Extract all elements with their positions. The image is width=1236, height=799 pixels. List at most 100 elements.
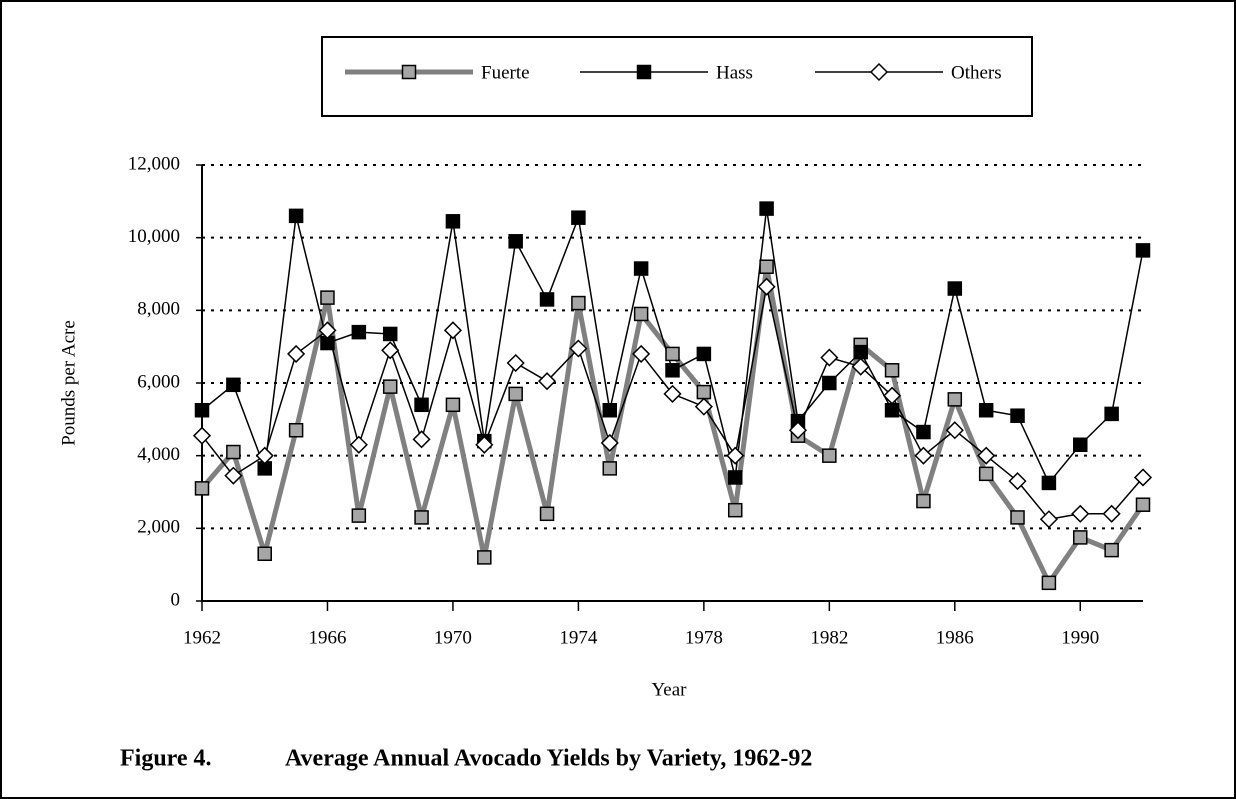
marker [663,384,682,403]
marker [351,324,367,340]
marker [694,397,713,416]
marker [224,466,243,485]
marker [1041,475,1057,491]
marker [633,306,649,322]
marker [632,344,651,363]
marker [726,446,745,465]
marker [194,481,210,496]
marker [288,422,304,438]
marker [320,290,335,305]
marker [914,446,933,465]
marker [226,444,241,460]
marker [255,446,274,465]
x-axis-label: Year [651,679,687,700]
marker [1135,497,1151,512]
marker [600,433,619,453]
x-tick-label: 1970 [434,627,472,648]
marker [382,379,398,394]
marker [349,435,368,454]
marker [1102,504,1121,523]
marker [539,506,555,522]
marker [822,448,837,463]
marker [1010,408,1025,423]
marker [916,424,931,440]
marker [977,446,996,465]
marker [445,214,461,229]
legend-box [321,36,1033,117]
marker [414,397,429,413]
figure-label: Figure 4. [120,746,212,772]
marker [1133,468,1153,487]
legend-marker [401,64,417,80]
marker [539,292,555,307]
marker [696,384,712,400]
marker [727,502,743,518]
marker [477,550,492,565]
marker [945,421,964,440]
x-tick-label: 1966 [308,627,346,648]
marker [851,357,870,376]
marker [475,435,494,454]
marker [884,363,900,378]
marker [571,210,586,225]
marker [506,353,525,373]
marker [1039,510,1058,529]
marker [1010,510,1025,525]
marker [351,508,367,523]
marker [318,321,337,340]
marker [571,295,586,311]
x-tick-label: 1986 [936,627,974,648]
marker [884,403,900,418]
marker [757,277,776,296]
marker [788,421,808,440]
marker [759,201,774,216]
marker [412,430,431,449]
y-tick-label: 2,000 [137,517,180,538]
legend-label: Others [951,62,1002,83]
marker [883,386,902,405]
x-tick-label: 1962 [183,627,221,648]
marker [226,377,241,393]
y-tick-label: 12,000 [128,153,180,174]
marker [381,341,400,360]
marker [633,261,649,276]
marker [978,466,994,482]
x-tick-label: 1974 [559,627,598,648]
marker [414,510,429,525]
y-tick-label: 8,000 [137,299,180,320]
marker [1073,530,1088,545]
marker [1008,472,1027,491]
marker [194,403,210,418]
marker [853,344,868,360]
marker [192,426,212,445]
marker [978,403,994,418]
marker [696,346,712,362]
marker [947,392,963,407]
marker [602,403,618,418]
y-tick-label: 10,000 [128,226,180,247]
y-tick-label: 6,000 [137,371,180,392]
marker [537,372,557,391]
marker [569,339,588,358]
legend-label: Hass [716,62,753,83]
marker [1041,575,1057,591]
marker [1073,437,1088,453]
marker [665,363,680,378]
legend-marker [636,64,652,80]
legend-marker [869,62,889,82]
marker [759,259,774,274]
legend-label: Fuerte [481,62,530,83]
marker [822,375,837,391]
y-tick-label: 4,000 [137,444,180,465]
marker [288,208,304,224]
marker [287,344,306,363]
chart-title: Average Annual Avocado Yields by Variety… [285,746,812,772]
marker [382,326,398,342]
x-tick-label: 1990 [1061,627,1099,648]
marker [508,386,523,402]
x-tick-label: 1982 [810,627,848,648]
marker [443,321,462,340]
marker [1071,504,1090,523]
marker [665,346,680,362]
